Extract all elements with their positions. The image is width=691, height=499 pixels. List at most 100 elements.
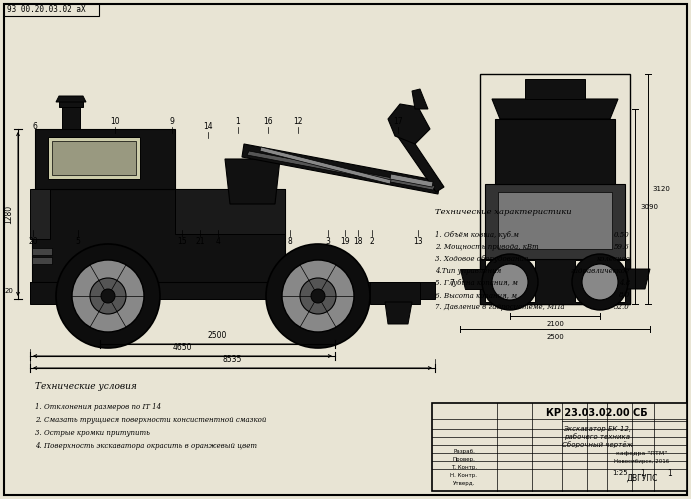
Text: 5. Глубина копания, м: 5. Глубина копания, м [435, 279, 518, 287]
Polygon shape [30, 282, 435, 299]
Text: 59.6: 59.6 [614, 243, 630, 251]
Circle shape [90, 278, 126, 314]
Polygon shape [30, 189, 50, 239]
Text: 1280: 1280 [4, 205, 13, 224]
Polygon shape [32, 189, 285, 282]
Text: Провер.: Провер. [453, 457, 475, 462]
Text: Новосибирск, 2016: Новосибирск, 2016 [614, 459, 670, 464]
Text: Утверд.: Утверд. [453, 481, 475, 486]
Text: 8535: 8535 [223, 355, 242, 364]
Circle shape [582, 264, 618, 300]
Text: 8.0: 8.0 [618, 291, 630, 299]
Text: 1: 1 [668, 469, 672, 478]
Polygon shape [30, 282, 58, 304]
Polygon shape [56, 96, 86, 102]
Text: Технические условия: Технические условия [35, 382, 137, 391]
Circle shape [56, 244, 160, 348]
Text: 1. Объём ковша, куб.м: 1. Объём ковша, куб.м [435, 231, 519, 239]
Text: 4650: 4650 [172, 343, 191, 352]
Circle shape [101, 289, 115, 303]
Text: 10: 10 [110, 117, 120, 126]
Circle shape [72, 260, 144, 332]
Text: 2100: 2100 [546, 321, 564, 327]
Text: 18: 18 [353, 237, 363, 246]
Polygon shape [32, 248, 52, 255]
Polygon shape [62, 104, 80, 129]
Text: Н. Контр.: Н. Контр. [451, 473, 477, 478]
Bar [432, 403, 687, 491]
Text: 2500: 2500 [207, 331, 227, 340]
Polygon shape [498, 192, 612, 249]
Circle shape [266, 244, 370, 348]
Polygon shape [492, 99, 618, 119]
Polygon shape [385, 302, 412, 324]
Polygon shape [242, 144, 440, 194]
Text: 2. Смазать трущиеся поверхности консистентной смазкой: 2. Смазать трущиеся поверхности консисте… [35, 416, 266, 424]
Polygon shape [48, 137, 140, 179]
Text: 4.8: 4.8 [618, 279, 630, 287]
Text: 32.0: 32.0 [614, 303, 630, 311]
Text: 2500: 2500 [546, 334, 564, 340]
Text: 20: 20 [28, 237, 38, 246]
Polygon shape [412, 89, 428, 109]
Text: 4.Тип управления: 4.Тип управления [435, 267, 501, 275]
Text: 93 00.20.03.02 аХ: 93 00.20.03.02 аХ [7, 4, 86, 13]
Text: 2: 2 [370, 237, 375, 246]
Polygon shape [480, 74, 630, 304]
Polygon shape [247, 151, 435, 190]
Text: 7: 7 [450, 279, 455, 288]
Text: Экскаватор ЕК-12,: Экскаватор ЕК-12, [563, 426, 631, 432]
Text: 0.50: 0.50 [614, 231, 630, 239]
Circle shape [492, 264, 528, 300]
Text: 13: 13 [413, 237, 423, 246]
Circle shape [282, 260, 354, 332]
Circle shape [482, 254, 538, 310]
Text: колесное: колесное [596, 255, 630, 263]
Text: 17: 17 [393, 117, 403, 126]
Text: рабочего техника: рабочего техника [564, 434, 630, 441]
Text: 7. Давление в гидросистеме, МПа: 7. Давление в гидросистеме, МПа [435, 303, 565, 311]
Polygon shape [225, 159, 280, 204]
Polygon shape [32, 257, 52, 264]
Polygon shape [575, 260, 625, 302]
Text: 8: 8 [287, 237, 292, 246]
Text: КР 23.03.02.00 СБ: КР 23.03.02.00 СБ [546, 408, 647, 418]
Text: 3: 3 [325, 237, 330, 246]
Polygon shape [460, 269, 485, 289]
Text: 14: 14 [203, 122, 213, 131]
Text: 6: 6 [32, 122, 37, 131]
Text: 2. Мощность привода, кВт: 2. Мощность привода, кВт [435, 243, 538, 251]
Text: 15: 15 [177, 237, 187, 246]
Polygon shape [35, 129, 175, 189]
Circle shape [300, 278, 336, 314]
Text: 3. Острые кромки притупить: 3. Острые кромки притупить [35, 429, 150, 437]
Polygon shape [370, 282, 420, 304]
Polygon shape [480, 259, 630, 304]
Text: Разраб.: Разраб. [453, 449, 475, 454]
Text: Технические характеристики: Технические характеристики [435, 208, 571, 216]
Text: 3. Ходовое оборудование: 3. Ходовое оборудование [435, 255, 528, 263]
Text: 1: 1 [236, 117, 240, 126]
Text: 1. Отклонения размеров по IT 14: 1. Отклонения размеров по IT 14 [35, 403, 161, 411]
Polygon shape [495, 119, 615, 184]
Text: 9: 9 [169, 117, 174, 126]
Text: Сборочный чертёж: Сборочный чертёж [562, 442, 632, 449]
Polygon shape [525, 79, 585, 99]
Text: 12: 12 [293, 117, 303, 126]
Text: 1:25: 1:25 [612, 470, 628, 476]
Text: 20: 20 [4, 288, 13, 294]
Text: 16: 16 [263, 117, 273, 126]
Polygon shape [59, 100, 83, 107]
Text: 5: 5 [75, 237, 80, 246]
Text: кафедра "ПТМ": кафедра "ПТМ" [616, 451, 668, 456]
Polygon shape [175, 189, 285, 234]
Circle shape [572, 254, 628, 310]
Polygon shape [625, 269, 650, 289]
Polygon shape [485, 260, 535, 302]
Text: 6. Высота копания, м: 6. Высота копания, м [435, 291, 517, 299]
Text: Т. Контр.: Т. Контр. [451, 465, 477, 470]
Polygon shape [390, 174, 433, 187]
Polygon shape [260, 147, 391, 184]
Bar [4, 4, 99, 16]
Text: 21: 21 [196, 237, 205, 246]
